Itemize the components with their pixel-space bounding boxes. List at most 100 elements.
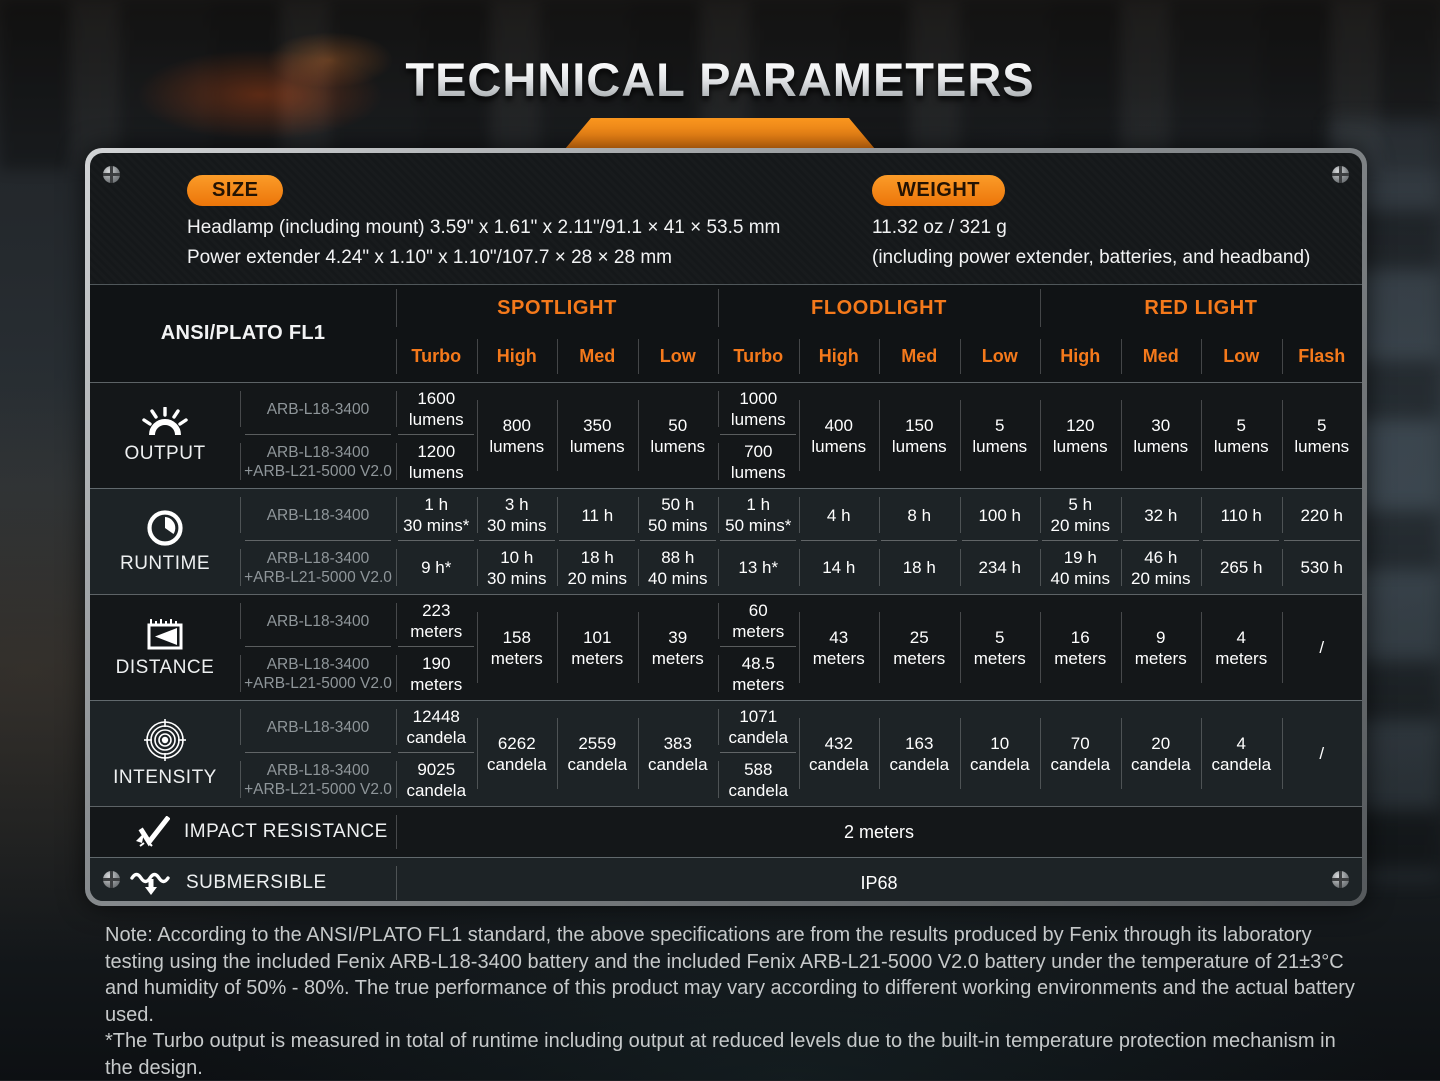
table-cell: 46 h 20 mins <box>1120 541 1202 594</box>
impact-row: IMPACT RESISTANCE 2 meters <box>90 806 1362 857</box>
table-cell: 10 h 30 mins <box>476 541 558 594</box>
screw-icon <box>103 871 120 888</box>
size-headlamp-line: Headlamp (including mount) 3.59" x 1.61"… <box>187 217 781 238</box>
mode-header: High <box>1040 331 1121 382</box>
battery-label: ARB-L18-3400 <box>240 701 396 753</box>
mode-header: Turbo <box>718 331 799 382</box>
table-cell: 8 h <box>879 489 960 541</box>
turbo-note: *The Turbo output is measured in total o… <box>105 1030 1336 1079</box>
mode-header: Med <box>1120 331 1202 382</box>
impact-hammer-icon <box>130 816 170 848</box>
group-spotlight: SPOTLIGHT <box>396 285 718 331</box>
table-header: ANSI/PLATO FL1 SPOTLIGHT FLOODLIGHT RED … <box>90 284 1362 382</box>
table-cell: 1 h 30 mins* <box>396 489 477 541</box>
submersible-label: SUBMERSIBLE <box>186 872 327 893</box>
size-badge: SIZE <box>187 175 284 206</box>
table-cell: 432 candela <box>798 701 880 806</box>
screw-icon <box>103 166 120 183</box>
table-cell: 32 h <box>1120 489 1202 541</box>
ansi-plato-label: ANSI/PLATO FL1 <box>160 322 326 344</box>
submersible-water-icon <box>130 870 172 896</box>
table-cell: 10 candela <box>959 701 1041 806</box>
table-cell: 5 meters <box>959 595 1041 700</box>
table-cell: 19 h 40 mins <box>1040 541 1121 594</box>
table-cell: 400 lumens <box>798 383 880 488</box>
mode-header: Flash <box>1281 331 1363 382</box>
table-cell: 20 candela <box>1120 701 1202 806</box>
table-cell: 2559 candela <box>557 701 638 806</box>
table-cell: 120 lumens <box>1040 383 1121 488</box>
table-cell: 1071 candela <box>718 701 799 753</box>
table-cell: 48.5 meters <box>718 647 799 700</box>
table-cell: 101 meters <box>557 595 638 700</box>
table-cell: 16 meters <box>1040 595 1121 700</box>
clock-icon <box>146 509 184 547</box>
table-cell: 3 h 30 mins <box>476 489 558 541</box>
intensity-rowlabel: INTENSITY <box>90 701 240 806</box>
screw-icon <box>1332 166 1349 183</box>
target-icon <box>144 718 186 761</box>
battery-label: ARB-L18-3400 +ARB-L21-5000 V2.0 <box>240 541 396 594</box>
table-cell: 25 meters <box>879 595 960 700</box>
table-cell: 60 meters <box>718 595 799 647</box>
table-cell: 1000 lumens <box>718 383 799 435</box>
mode-header: Med <box>557 331 638 382</box>
size-weight-section: SIZE Headlamp (including mount) 3.59" x … <box>90 153 1362 284</box>
page-title: TECHNICAL PARAMETERS <box>0 52 1440 107</box>
table-cell: 588 candela <box>718 753 799 806</box>
table-cell: 190 meters <box>396 647 477 700</box>
mode-header: Med <box>879 331 960 382</box>
table-cell: 234 h <box>959 541 1041 594</box>
table-cell: 350 lumens <box>557 383 638 488</box>
table-cell: 1 h 50 mins* <box>718 489 799 541</box>
submersible-row: SUBMERSIBLE IP68 <box>90 857 1362 901</box>
table-cell: 50 h 50 mins <box>637 489 719 541</box>
mode-header: Low <box>959 331 1041 382</box>
submersible-value: IP68 <box>396 858 1362 901</box>
table-cell: 5 lumens <box>1201 383 1282 488</box>
table-cell: 11 h <box>557 489 638 541</box>
table-cell: 4 meters <box>1201 595 1282 700</box>
impact-value: 2 meters <box>396 807 1362 857</box>
weight-value-line: 11.32 oz / 321 g <box>872 217 1007 238</box>
table-cell: 39 meters <box>637 595 719 700</box>
mode-header: High <box>476 331 558 382</box>
table-cell: 5 lumens <box>959 383 1041 488</box>
weight-block: WEIGHT 11.32 oz / 321 g (including power… <box>872 175 1310 284</box>
table-cell: 18 h <box>879 541 960 594</box>
table-cell: 43 meters <box>798 595 880 700</box>
table-cell: 100 h <box>959 489 1041 541</box>
mode-header: Turbo <box>396 331 477 382</box>
table-cell: 12448 candela <box>396 701 477 753</box>
table-cell: 163 candela <box>879 701 960 806</box>
table-cell: 4 h <box>798 489 880 541</box>
battery-label: ARB-L18-3400 <box>240 383 396 435</box>
battery-label: ARB-L18-3400 +ARB-L21-5000 V2.0 <box>240 647 396 700</box>
table-cell: 530 h <box>1281 541 1363 594</box>
battery-label: ARB-L18-3400 <box>240 595 396 647</box>
runtime-band: RUNTIME ARB-L18-3400 ARB-L18-3400 +ARB-L2… <box>90 488 1362 594</box>
table-cell: 5 lumens <box>1281 383 1363 488</box>
battery-label: ARB-L18-3400 +ARB-L21-5000 V2.0 <box>240 435 396 488</box>
sunburst-icon <box>142 406 188 437</box>
output-rowlabel: OUTPUT <box>90 383 240 488</box>
orange-tab-shape <box>565 118 875 149</box>
output-band: OUTPUT ARB-L18-3400 ARB-L18-3400 +ARB-L21… <box>90 382 1362 488</box>
table-cell: 9 meters <box>1120 595 1202 700</box>
mode-header: Low <box>637 331 719 382</box>
table-cell: 13 h* <box>718 541 799 594</box>
table-cell: 30 lumens <box>1120 383 1202 488</box>
distance-rowlabel: DISTANCE <box>90 595 240 700</box>
table-cell: 70 candela <box>1040 701 1121 806</box>
table-cell: 5 h 20 mins <box>1040 489 1121 541</box>
table-cell: 110 h <box>1201 489 1282 541</box>
table-cell: 4 candela <box>1201 701 1282 806</box>
table-cell: 158 meters <box>476 595 558 700</box>
ansi-note: Note: According to the ANSI/PLATO FL1 st… <box>105 924 1355 1026</box>
screw-icon <box>1332 871 1349 888</box>
table-cell: / <box>1281 595 1363 700</box>
spec-panel: SIZE Headlamp (including mount) 3.59" x … <box>85 148 1367 906</box>
weight-badge: WEIGHT <box>872 175 1005 206</box>
table-cell: / <box>1281 701 1363 806</box>
table-cell: 800 lumens <box>476 383 558 488</box>
